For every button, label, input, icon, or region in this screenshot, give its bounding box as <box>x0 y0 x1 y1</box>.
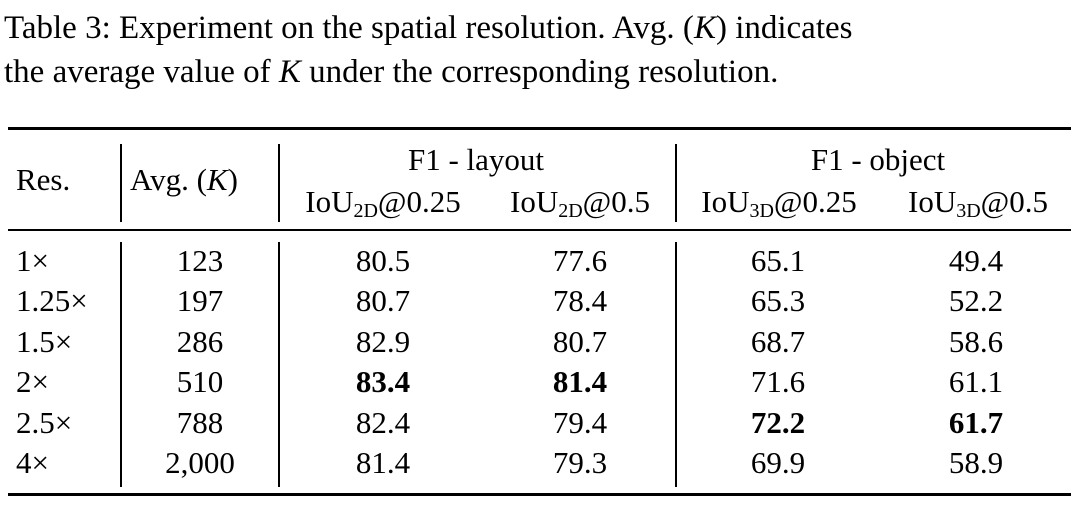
cell-layout-05: 79.4 <box>552 405 608 440</box>
cell-object-05: 52.2 <box>948 283 1004 318</box>
cell-object-05: 58.9 <box>948 445 1004 480</box>
table-caption: Table 3: Experiment on the spatial resol… <box>4 6 1082 94</box>
header-subscript: 3D <box>956 200 981 222</box>
cell-layout-05: 77.6 <box>552 243 608 278</box>
column-divider <box>675 144 677 222</box>
header-iou2d-025: IoU2D@0.25 <box>288 184 478 222</box>
caption-line-1: Table 3: Experiment on the spatial resol… <box>4 6 1082 50</box>
header-text: ) <box>227 162 238 197</box>
header-res: Res. <box>16 162 71 197</box>
header-text: IoU <box>701 184 750 219</box>
cell-layout-025: 82.9 <box>355 324 411 359</box>
header-subscript: 3D <box>749 200 774 222</box>
caption-text: ) indicates <box>715 10 853 46</box>
header-iou3d-05: IoU3D@0.5 <box>888 184 1068 222</box>
cell-layout-05: 80.7 <box>552 324 608 359</box>
caption-line-2: the average value of K under the corresp… <box>4 50 1082 94</box>
header-text: IoU <box>510 184 559 219</box>
header-avg-k: Avg. (K) <box>130 162 238 198</box>
cell-layout-025-best: 83.4 <box>355 364 411 399</box>
cell-layout-05: 79.3 <box>552 445 608 480</box>
caption-variable: K <box>693 10 716 46</box>
header-group-f1-layout: F1 - layout <box>407 142 545 177</box>
cell-avg: 2,000 <box>165 445 235 480</box>
cell-res: 1× <box>16 243 49 278</box>
header-iou2d-05: IoU2D@0.5 <box>492 184 668 222</box>
header-text: @0.25 <box>377 184 461 219</box>
cell-avg: 197 <box>176 283 224 318</box>
cell-object-05-best: 61.7 <box>948 405 1004 440</box>
cell-object-025: 65.1 <box>750 243 806 278</box>
cell-object-05: 49.4 <box>948 243 1004 278</box>
cell-avg: 510 <box>176 364 224 399</box>
cell-layout-025: 82.4 <box>355 405 411 440</box>
column-divider <box>120 144 122 222</box>
cell-res: 1.25× <box>16 283 88 318</box>
cell-object-025: 65.3 <box>750 283 806 318</box>
header-text: IoU <box>908 184 957 219</box>
cell-object-025: 69.9 <box>750 445 806 480</box>
cell-layout-025: 80.5 <box>355 243 411 278</box>
cell-layout-025: 81.4 <box>355 445 411 480</box>
cell-object-025: 68.7 <box>750 324 806 359</box>
caption-text: Table 3: Experiment on the spatial resol… <box>4 10 694 46</box>
header-text: @0.25 <box>773 184 857 219</box>
header-text: @0.5 <box>582 184 650 219</box>
cell-object-025-best: 72.2 <box>750 405 806 440</box>
header-rule <box>8 229 1071 231</box>
header-text: @0.5 <box>980 184 1048 219</box>
header-variable: K <box>206 162 228 197</box>
cell-layout-025: 80.7 <box>355 283 411 318</box>
column-divider <box>120 242 122 487</box>
cell-layout-05: 78.4 <box>552 283 608 318</box>
cell-object-05: 61.1 <box>948 364 1004 399</box>
top-rule <box>8 127 1071 130</box>
header-iou3d-025: IoU3D@0.25 <box>682 184 876 222</box>
column-divider <box>675 242 677 487</box>
caption-variable: K <box>278 54 301 90</box>
column-divider <box>278 144 280 222</box>
cell-avg: 286 <box>176 324 224 359</box>
header-text: IoU <box>305 184 354 219</box>
column-divider <box>278 242 280 487</box>
cell-res: 2× <box>16 364 49 399</box>
cell-avg: 788 <box>176 405 224 440</box>
cell-res: 2.5× <box>16 405 73 440</box>
header-group-f1-object: F1 - object <box>810 142 946 177</box>
cell-object-05: 58.6 <box>948 324 1004 359</box>
cell-object-025: 71.6 <box>750 364 806 399</box>
header-subscript: 2D <box>353 200 378 222</box>
header-subscript: 2D <box>558 200 583 222</box>
cell-res: 4× <box>16 445 49 480</box>
caption-text: the average value of <box>4 54 279 90</box>
cell-res: 1.5× <box>16 324 73 359</box>
header-text: Avg. ( <box>130 162 207 197</box>
bottom-rule <box>8 493 1071 496</box>
cell-layout-05-best: 81.4 <box>552 364 608 399</box>
caption-text: under the corresponding resolution. <box>300 54 779 90</box>
cell-avg: 123 <box>176 243 224 278</box>
